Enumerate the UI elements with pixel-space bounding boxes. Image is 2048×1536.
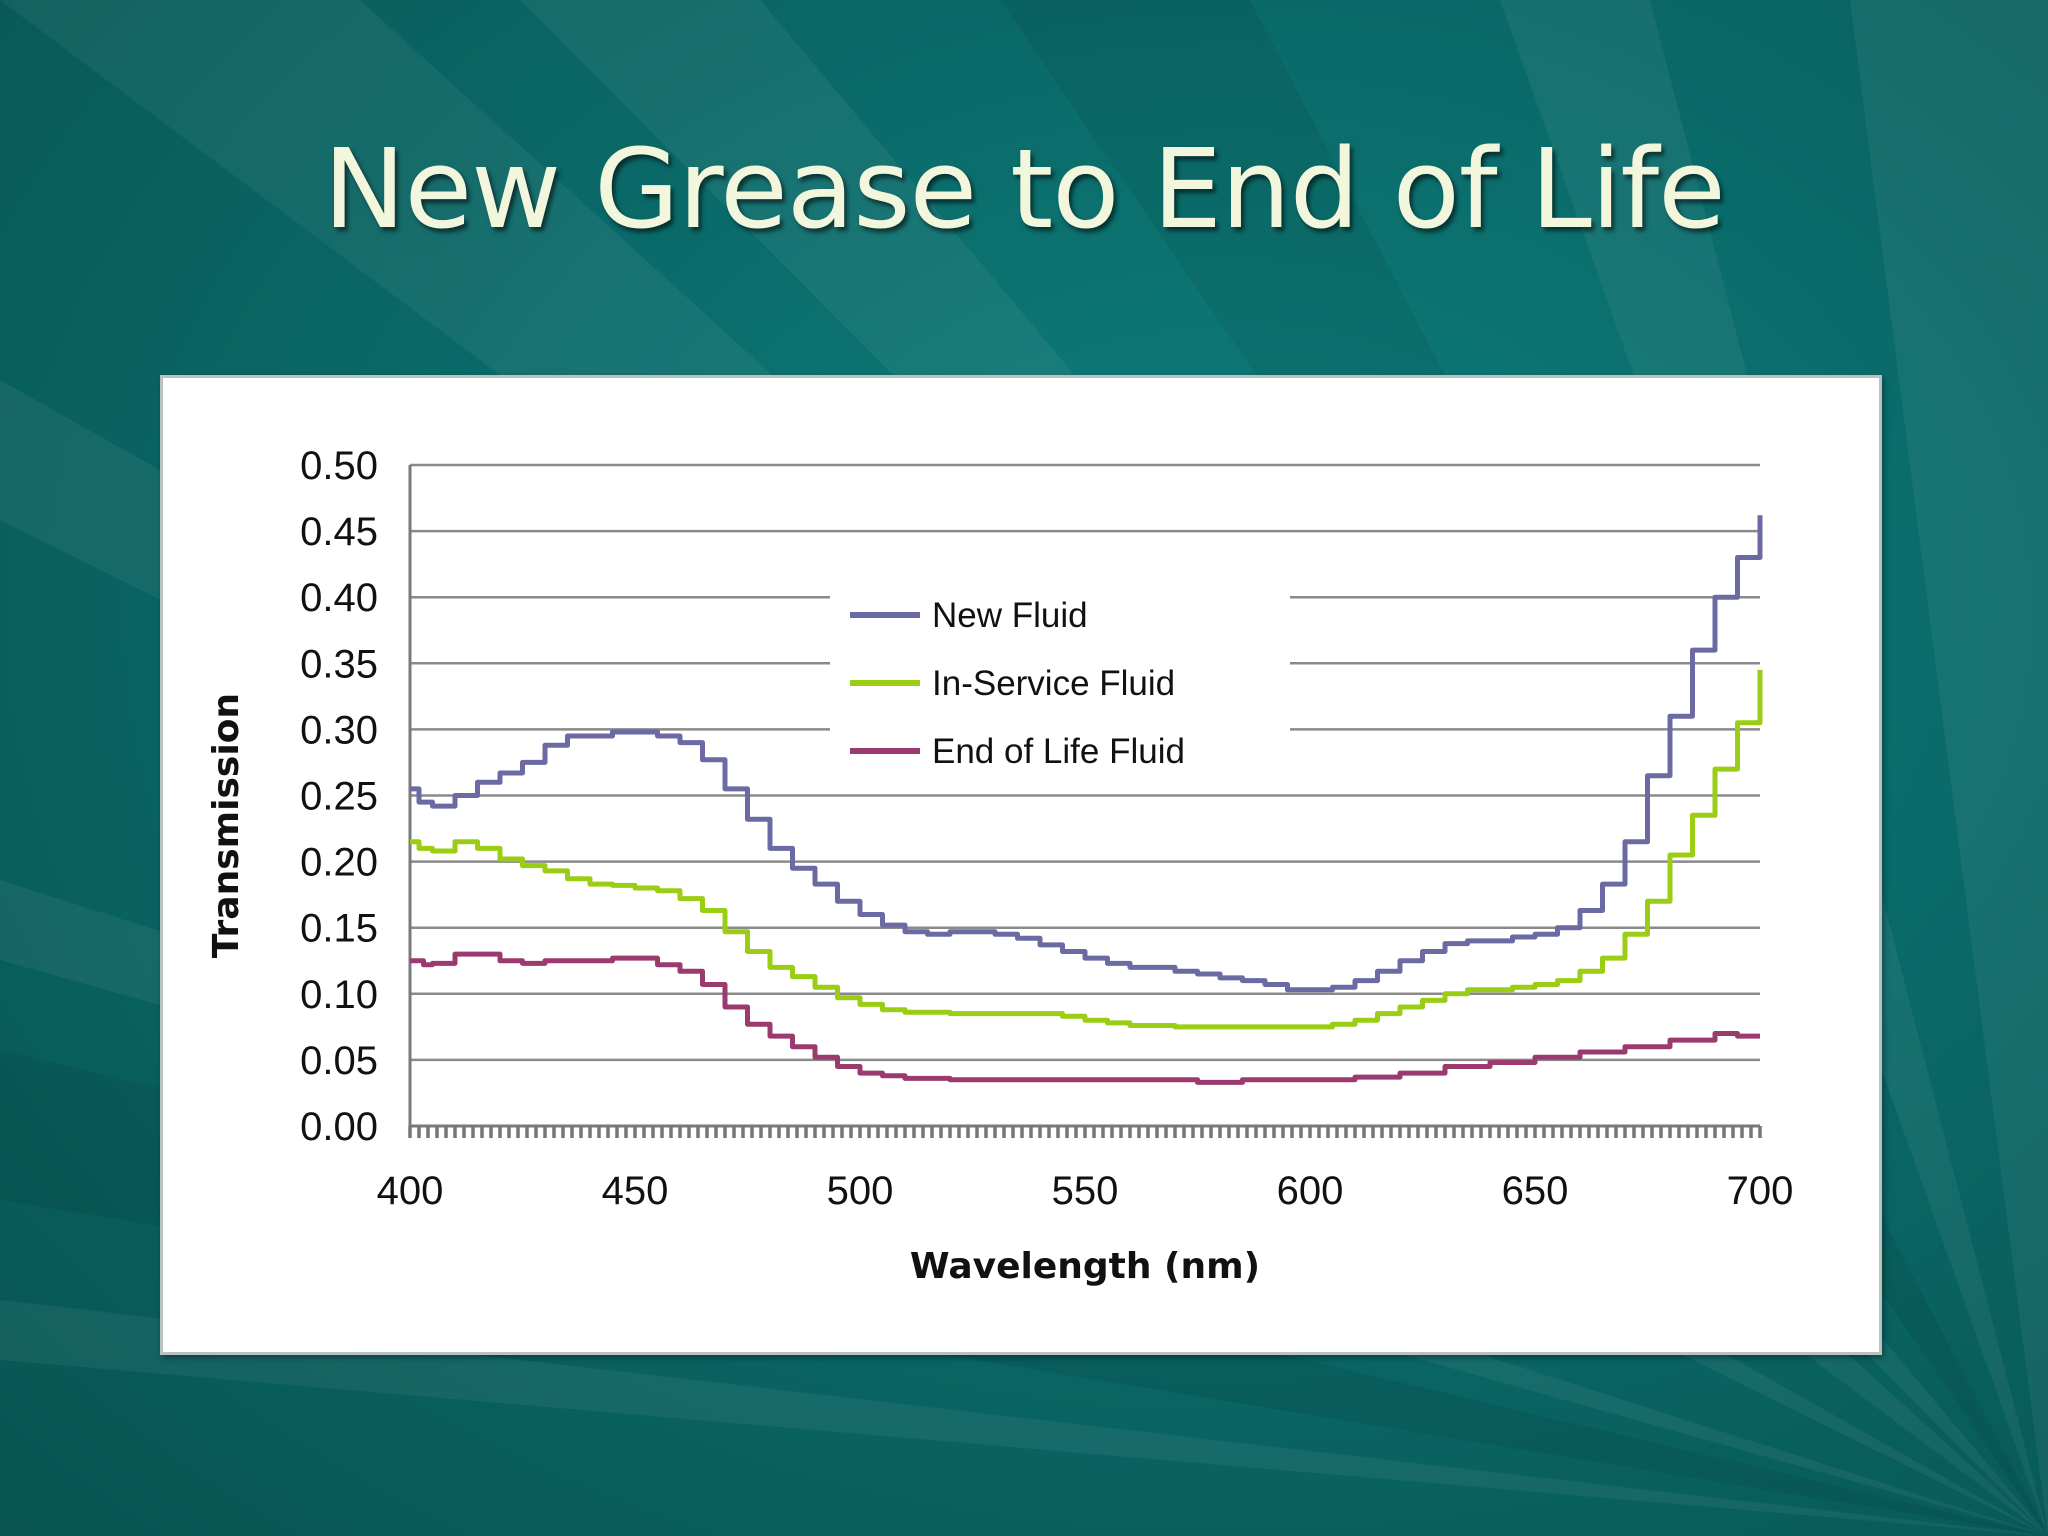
y-tick-label: 0.50: [300, 444, 378, 488]
slide-title: New Grease to End of Life: [323, 125, 1726, 253]
x-tick-label: 400: [377, 1169, 444, 1213]
legend: New Fluid In-Service Fluid End of Life Flu…: [830, 578, 1290, 778]
x-tick-label: 700: [1727, 1169, 1794, 1213]
y-tick-label: 0.05: [300, 1039, 378, 1083]
x-tick-label: 550: [1052, 1169, 1119, 1213]
x-tick-label: 650: [1502, 1169, 1569, 1213]
y-tick-label: 0.10: [300, 973, 378, 1017]
x-tick-label: 450: [602, 1169, 669, 1213]
x-axis-title: Wavelength (nm): [910, 1246, 1260, 1287]
series-line: [410, 669, 1763, 1030]
y-tick-label: 0.30: [300, 708, 378, 752]
legend-label: End of Life Fluid: [932, 732, 1185, 771]
y-tick-label: 0.15: [300, 907, 378, 951]
legend-label: New Fluid: [932, 596, 1088, 635]
chart-panel: 0.00 0.05 0.10 0.15 0.20 0.25 0.30 0.35 0.40 0.45…: [160, 375, 1882, 1355]
y-tick-label: 0.40: [300, 576, 378, 620]
y-tick-label: 0.35: [300, 642, 378, 686]
y-tick-label: 0.20: [300, 841, 378, 885]
line-chart: 0.00 0.05 0.10 0.15 0.20 0.25 0.30 0.35 0.40 0.45…: [206, 444, 1793, 1287]
axes: 0.00 0.05 0.10 0.15 0.20 0.25 0.30 0.35 0.40 0.45…: [300, 444, 1793, 1213]
y-axis-title: Transmission: [206, 693, 247, 958]
legend-box: [830, 578, 1290, 778]
series-lines: [410, 515, 1763, 1085]
series-line: [410, 951, 1760, 1085]
y-tick-label: 0.00: [300, 1105, 378, 1149]
legend-label: In-Service Fluid: [932, 664, 1175, 703]
series-line: [410, 515, 1763, 993]
y-tick-label: 0.45: [300, 510, 378, 554]
x-axis-minor-ticks: [408, 1126, 1762, 1138]
y-tick-label: 0.25: [300, 775, 378, 819]
x-tick-label: 600: [1277, 1169, 1344, 1213]
x-tick-label: 500: [827, 1169, 894, 1213]
